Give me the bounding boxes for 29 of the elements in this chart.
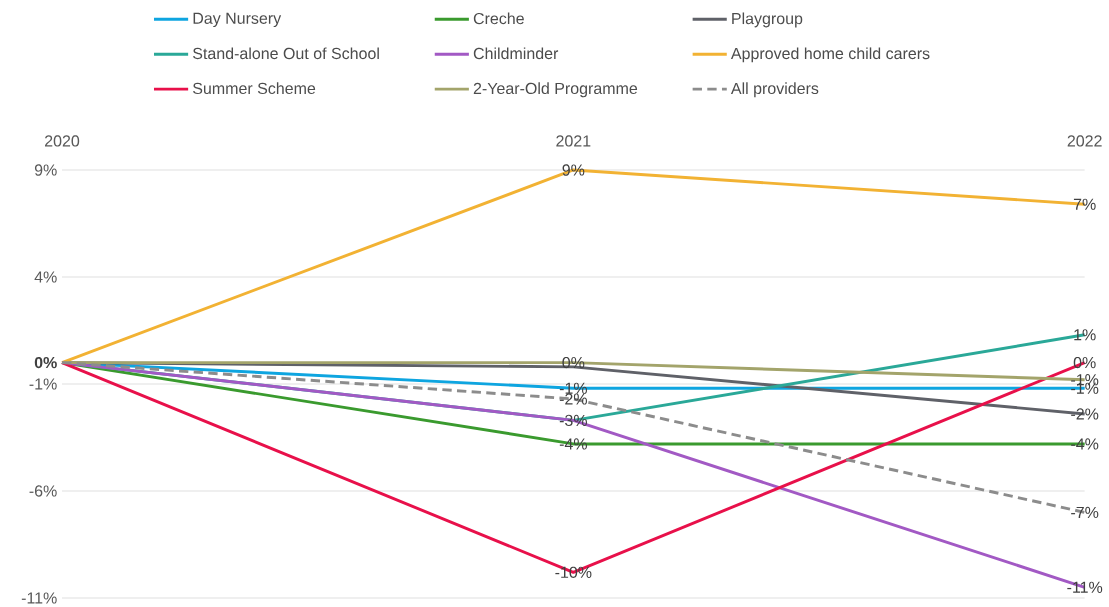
legend-label: Stand-alone Out of School xyxy=(193,47,379,60)
legend-label: Playgroup xyxy=(732,12,803,28)
data-label: 0% xyxy=(34,356,57,369)
data-label: -7% xyxy=(1071,506,1099,518)
data-label: -10% xyxy=(555,566,592,578)
legend-label: 2-Year-Old Programme xyxy=(473,82,638,98)
y-tick-label: -1% xyxy=(29,378,57,390)
legend-label: Childminder xyxy=(473,47,559,60)
data-label: 7% xyxy=(1073,198,1096,210)
data-label: -1% xyxy=(559,382,587,394)
data-label: -11% xyxy=(1067,581,1103,593)
y-tick-label: 4% xyxy=(34,271,57,283)
x-tick-label: 2021 xyxy=(556,135,591,147)
x-tick-label: 2022 xyxy=(1067,135,1102,147)
legend-label: Summer Scheme xyxy=(193,82,316,95)
y-tick-label: -11% xyxy=(21,592,57,604)
legend-label: Approved home child carers xyxy=(730,47,930,63)
data-label: -2% xyxy=(1071,408,1099,420)
y-tick-label: 9% xyxy=(34,164,57,176)
y-tick-label: -6% xyxy=(29,485,57,497)
legend-label: All providers xyxy=(730,82,819,98)
legend-label: Creche xyxy=(473,12,524,25)
data-label: -3% xyxy=(559,414,587,427)
legend-label: Day Nursery xyxy=(193,12,282,28)
data-label: 0% xyxy=(1073,356,1096,369)
x-tick-label: 2020 xyxy=(45,135,80,147)
data-label: -4% xyxy=(559,438,587,450)
data-label: -4% xyxy=(1071,438,1099,450)
data-label: 1% xyxy=(1074,329,1096,341)
